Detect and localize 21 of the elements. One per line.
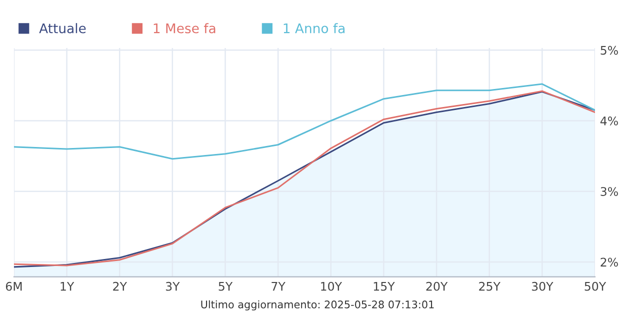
x-tick-label: 50Y bbox=[584, 282, 606, 291]
x-tick-label: 7Y bbox=[272, 282, 286, 291]
y-tick-label: 3% bbox=[600, 187, 618, 196]
legend-label: 1 Mese fa bbox=[154, 23, 216, 34]
x-tick-label: 25Y bbox=[479, 282, 500, 291]
x-tick-label: 1Y bbox=[60, 282, 74, 291]
legend-label: Attuale bbox=[39, 23, 86, 34]
x-tick-label: 2Y bbox=[113, 282, 127, 291]
x-tick-label: 3Y bbox=[166, 282, 180, 291]
y-tick-label: 2% bbox=[600, 258, 618, 267]
x-tick-label: 15Y bbox=[374, 282, 395, 291]
legend-label: 1 Anno fa bbox=[284, 23, 345, 34]
x-tick-label: 20Y bbox=[426, 282, 448, 291]
line-series bbox=[14, 83, 595, 160]
x-tick-label: 6M bbox=[6, 282, 22, 291]
x-tick-label: 30Y bbox=[532, 282, 554, 291]
x-tick-label: 10Y bbox=[321, 282, 342, 291]
y-tick-label: 5% bbox=[600, 46, 618, 55]
x-tick-label: 5Y bbox=[218, 282, 233, 291]
y-tick-label: 4% bbox=[600, 116, 618, 126]
text: Ultimo aggiornamento: 2025-05-28 07:13:01 bbox=[201, 300, 434, 310]
